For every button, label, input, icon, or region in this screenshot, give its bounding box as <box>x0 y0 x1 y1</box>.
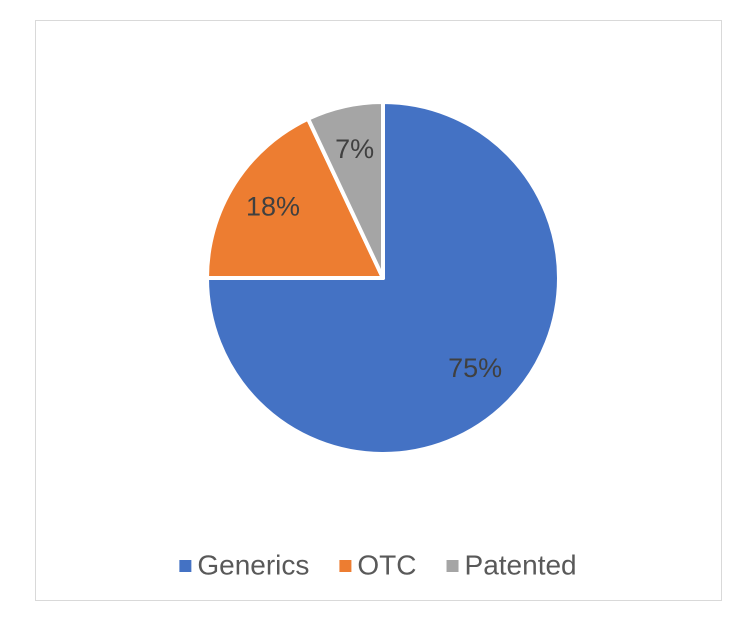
legend-label: Patented <box>465 549 577 580</box>
pie-slice <box>205 100 561 456</box>
legend-swatch <box>446 560 459 572</box>
legend-label: Generics <box>197 549 309 580</box>
pie-slice <box>306 100 385 280</box>
data-label: 18% <box>246 191 300 221</box>
legend-swatch <box>339 560 352 572</box>
pie-slice <box>205 116 385 280</box>
legend-swatch <box>179 560 192 572</box>
legend-label: OTC <box>357 549 416 580</box>
data-label: 7% <box>335 134 374 164</box>
data-label: 75% <box>448 353 502 383</box>
